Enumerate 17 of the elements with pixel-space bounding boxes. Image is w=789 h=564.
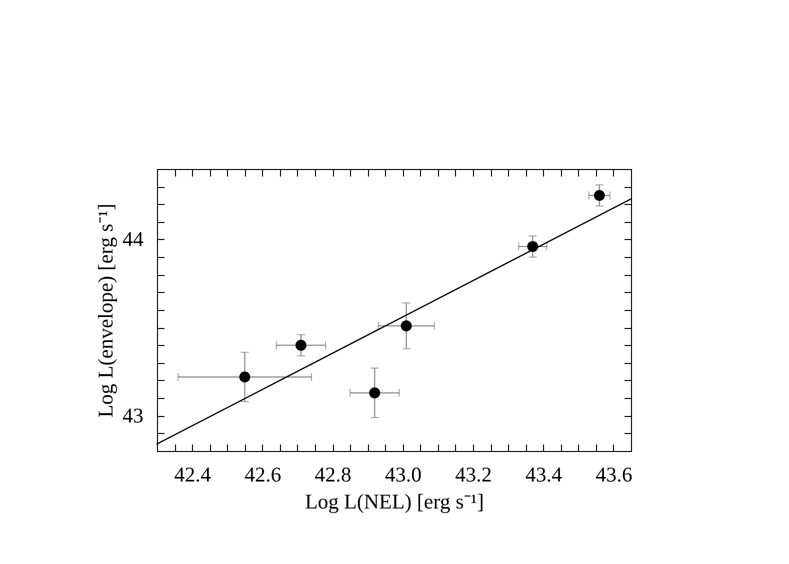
x-tick-label: 43.4 [525,462,563,486]
y-tick-label: 44 [122,227,144,251]
y-axis-title: Log L(envelope) [erg s⁻¹] [94,203,118,418]
point [400,320,412,332]
point [527,241,538,252]
point [369,387,380,398]
x-tick-label: 42.6 [244,462,282,486]
x-tick-label: 43.2 [455,462,492,486]
x-tick-label: 43.0 [384,462,422,486]
point [239,372,250,382]
y-tick-label: 43 [122,403,144,428]
x-tick-label: 42.8 [314,462,352,486]
x-tick-label: 43.6 [596,462,632,486]
point [295,340,306,351]
x-tick-label: 42.4 [174,462,212,486]
x-axis-title: Log L(NEL) [erg s⁻¹] [304,490,484,514]
point [594,190,605,201]
